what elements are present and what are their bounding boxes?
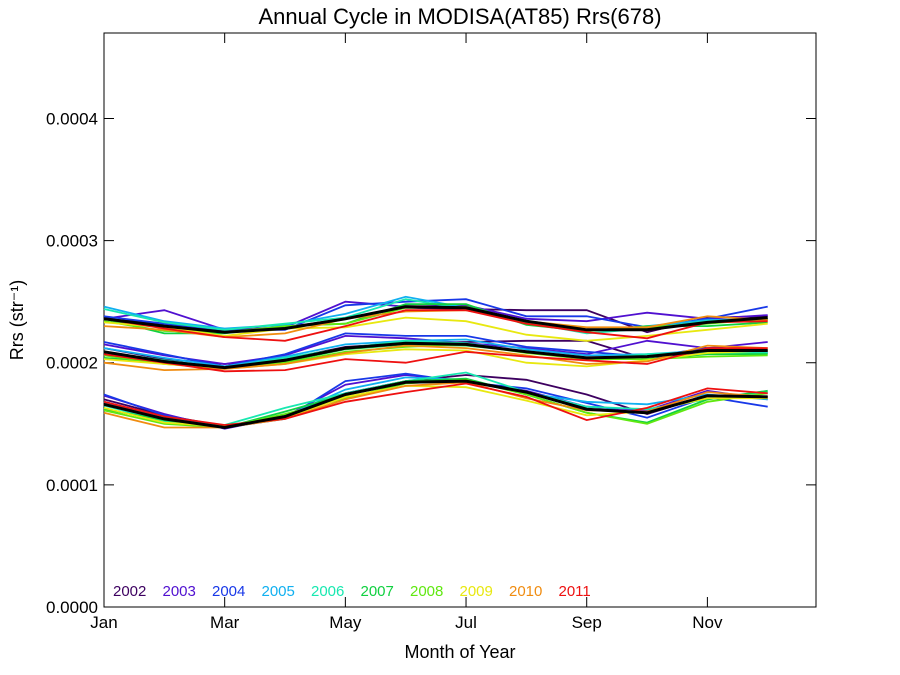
y-tick-label: 0.0003 — [46, 232, 98, 251]
legend-entry-2008: 2008 — [410, 583, 443, 600]
legend-entry-2002: 2002 — [113, 583, 146, 600]
legend-entry-2009: 2009 — [460, 583, 493, 600]
x-tick-label: Sep — [572, 613, 602, 632]
legend-entry-2003: 2003 — [163, 583, 196, 600]
legend-entry-2007: 2007 — [361, 583, 394, 600]
y-tick-label: 0.0004 — [46, 109, 98, 128]
mean-line-lower — [103, 379, 768, 430]
series-line-2011-upper — [103, 309, 768, 342]
x-tick-label: Mar — [210, 613, 240, 632]
series-lines — [103, 295, 768, 430]
x-axis-label: Month of Year — [404, 642, 515, 662]
chart-title: Annual Cycle in MODISA(AT85) Rrs(678) — [258, 4, 661, 29]
y-tick-label: 0.0001 — [46, 476, 98, 495]
series-line-2011-middle — [103, 347, 768, 373]
x-tick-label: Jul — [455, 613, 477, 632]
series-line-2010-lower — [103, 381, 768, 429]
series-line-2011-lower — [103, 382, 768, 426]
legend-entry-2010: 2010 — [509, 583, 542, 600]
x-tick-label: Jan — [90, 613, 117, 632]
mean-line-upper — [103, 305, 768, 334]
y-tick-label: 0.0000 — [46, 598, 98, 617]
legend-entry-2011: 2011 — [559, 583, 591, 600]
x-tick-label: Nov — [692, 613, 723, 632]
legend-entry-2005: 2005 — [262, 583, 295, 600]
x-tick-label: May — [329, 613, 362, 632]
y-axis-label: Rrs (str⁻¹) — [7, 280, 27, 360]
legend-entry-2006: 2006 — [311, 583, 344, 600]
legend-entry-2004: 2004 — [212, 583, 245, 600]
mean-line-middle — [103, 341, 768, 370]
y-tick-label: 0.0002 — [46, 354, 98, 373]
axis-ticks: 0.0000 0.0001 0.0002 0.0003 0.0004 Jan Mar May J… — [46, 33, 816, 632]
legend: 2002 2003 2004 2005 2006 2007 2008 2009 2010 2011 — [113, 583, 591, 600]
